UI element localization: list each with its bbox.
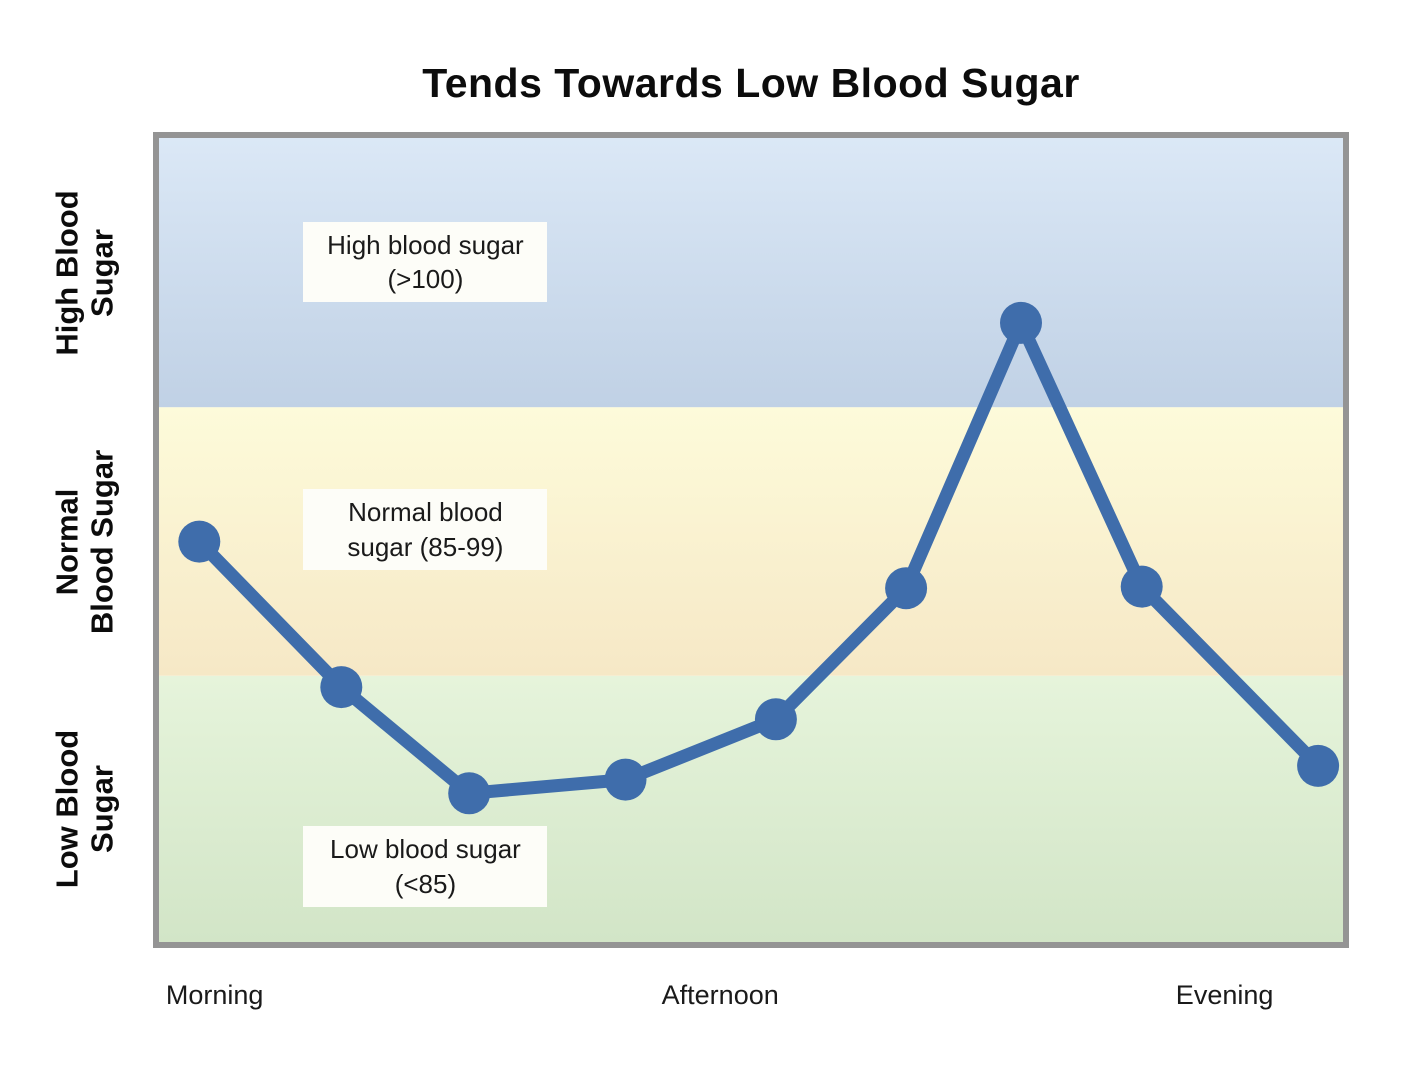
x-tick-evening: Evening — [1175, 980, 1274, 1010]
annotation-line1: High blood sugar — [327, 229, 524, 260]
data-point-marker — [178, 520, 221, 563]
plot-area: High blood sugar (>100) Normal blood sug… — [153, 132, 1349, 948]
data-point-marker — [448, 772, 491, 815]
annotation-normal-band: Normal blood sugar (85-99) — [303, 489, 548, 570]
data-point-marker — [320, 666, 363, 709]
data-point-marker — [1120, 565, 1163, 608]
x-tick-morning: Morning — [165, 980, 264, 1010]
annotation-line2: sugar (85-99) — [347, 531, 504, 562]
data-point-marker — [885, 567, 928, 610]
annotation-line2: (<85) — [394, 868, 457, 899]
data-point-marker — [604, 758, 647, 801]
y-axis-label-low: Low Blood Sugar — [49, 609, 119, 1009]
chart-title: Tends Towards Low Blood Sugar — [422, 60, 1080, 106]
y-axis-label-line: Low Blood — [49, 730, 85, 889]
annotation-line2: (>100) — [387, 263, 464, 294]
annotation-low-band: Low blood sugar (<85) — [303, 826, 548, 907]
annotation-high-band: High blood sugar (>100) — [303, 221, 548, 303]
annotation-line1: Low blood sugar — [330, 834, 521, 865]
annotation-line1: Normal blood — [348, 497, 503, 528]
x-tick-afternoon: Afternoon — [661, 980, 779, 1010]
data-point-marker — [1000, 301, 1042, 344]
data-point-marker — [754, 698, 797, 741]
line-chart — [159, 138, 1343, 942]
y-axis-label-line: Sugar — [84, 765, 119, 854]
data-point-marker — [1297, 744, 1340, 787]
